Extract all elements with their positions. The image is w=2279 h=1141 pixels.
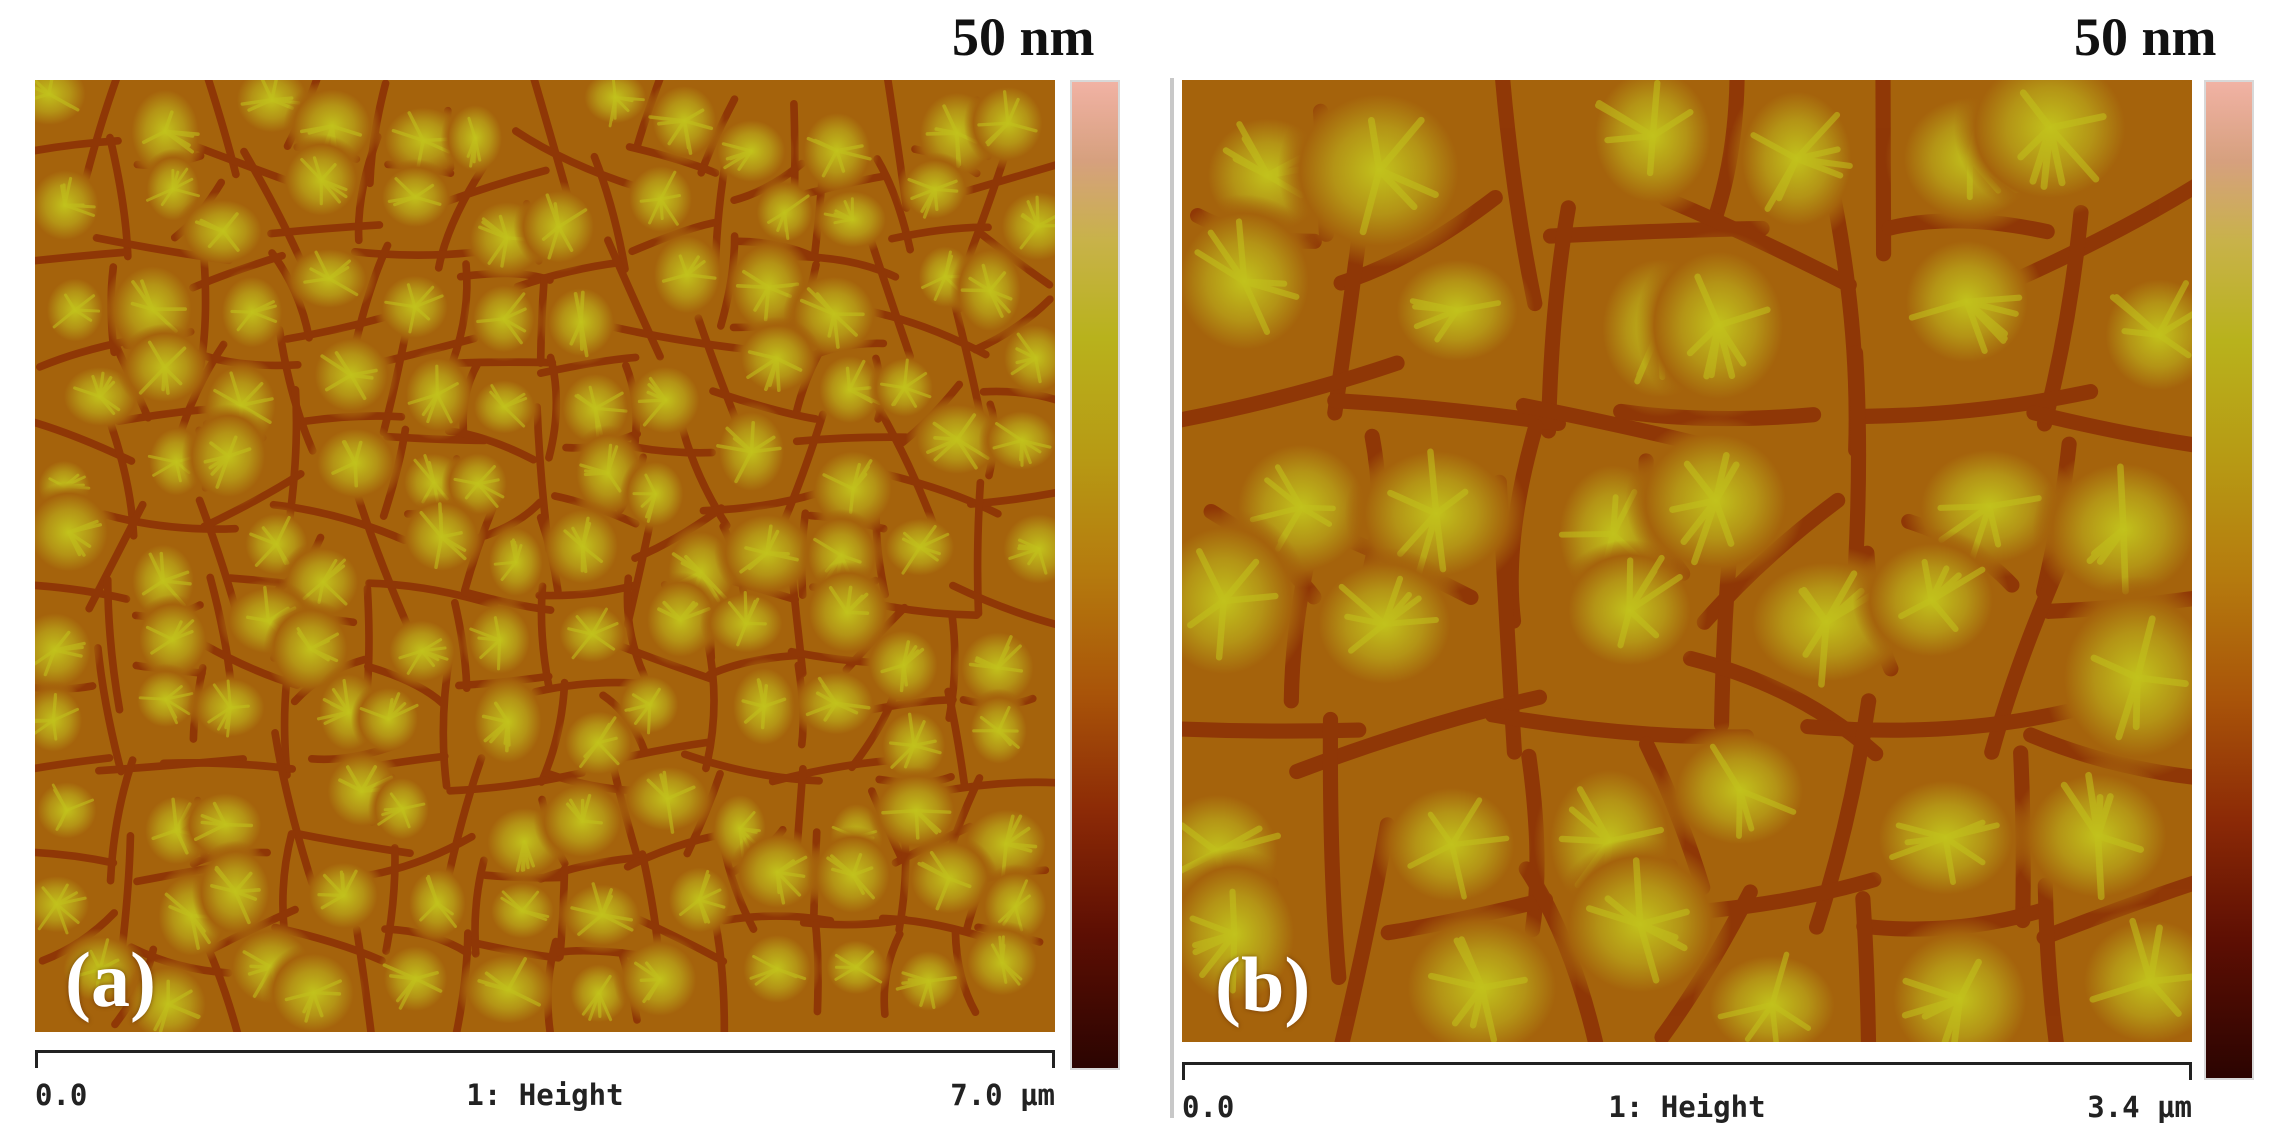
colorbar-max-label: 50 nm [2074,7,2217,67]
axis-end-label: 7.0 µm [950,1078,1055,1112]
scan-size-axis: 0.0 1: Height 3.4 µm [1182,1062,2192,1124]
height-colorbar [2204,80,2254,1080]
panel-label: (b) [1215,941,1311,1028]
axis-start-label: 0.0 [1182,1090,1235,1124]
afm-height-image [1182,80,2192,1042]
panel-divider [1170,78,1174,1118]
colorbar-max-label: 50 nm [952,7,1095,67]
afm-panel-b: 50 nm (b) 0.0 1: Height 3.4 µm [1150,0,2279,1141]
axis-title: 1: Height [466,1078,624,1112]
afm-panel-a: 50 nm (a) 0.0 1: Height 7.0 µm [35,7,1120,1112]
height-colorbar [1070,80,1120,1070]
panel-label: (a) [65,936,156,1023]
axis-title: 1: Height [1608,1090,1766,1124]
axis-start-label: 0.0 [35,1078,88,1112]
scan-size-axis: 0.0 1: Height 7.0 µm [35,1050,1055,1112]
axis-end-label: 3.4 µm [2087,1090,2192,1124]
afm-height-image [35,80,1055,1032]
